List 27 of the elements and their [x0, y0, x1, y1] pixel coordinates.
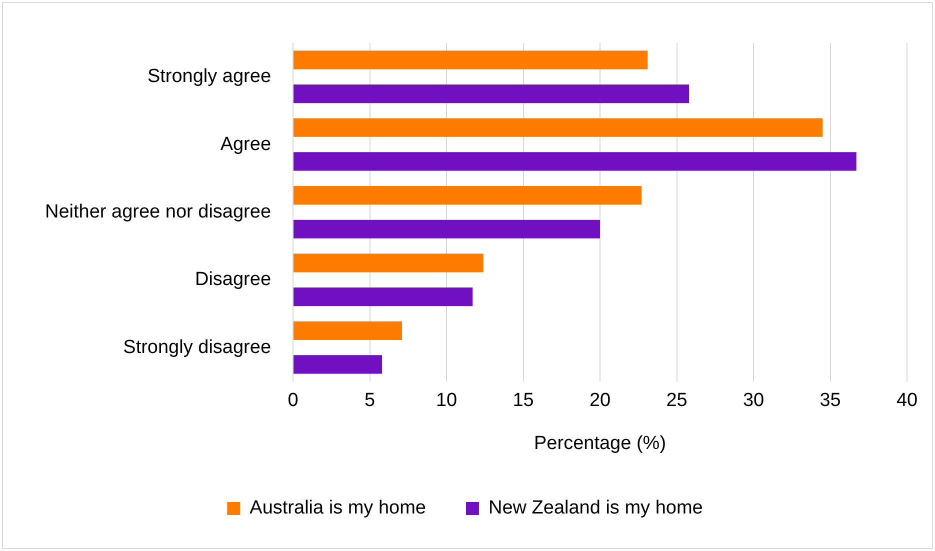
- y-tick-label: Strongly agree: [147, 66, 272, 88]
- bar: [294, 84, 690, 104]
- bar: [294, 287, 473, 306]
- x-tick-label: 15: [512, 390, 534, 412]
- x-tick-label: 5: [364, 390, 376, 412]
- legend-label: Australia is my home: [250, 498, 426, 519]
- legend-label: New Zealand is my home: [488, 498, 703, 519]
- bar: [294, 321, 402, 340]
- x-tick-label: 0: [288, 390, 298, 412]
- y-tick-label: Agree: [220, 134, 272, 155]
- bar: [294, 186, 642, 205]
- x-tick-label: 40: [896, 390, 918, 412]
- x-tick-label: 20: [589, 390, 611, 412]
- bar: [294, 118, 823, 137]
- y-tick-label: Strongly disagree: [123, 336, 272, 358]
- bar: [294, 254, 484, 272]
- bar: [294, 355, 382, 374]
- bar: [294, 220, 600, 238]
- bar: [294, 50, 648, 70]
- y-tick-label: Neither agree nor disagree: [44, 201, 272, 222]
- x-tick-label: 10: [436, 390, 458, 412]
- bar: [294, 152, 856, 171]
- x-tick-label: 35: [820, 390, 841, 412]
- x-tick-label: 25: [666, 390, 688, 412]
- x-tick-label: 30: [742, 390, 764, 412]
- y-tick-label: Disagree: [194, 269, 272, 290]
- x-axis-title: Percentage (%): [534, 432, 666, 454]
